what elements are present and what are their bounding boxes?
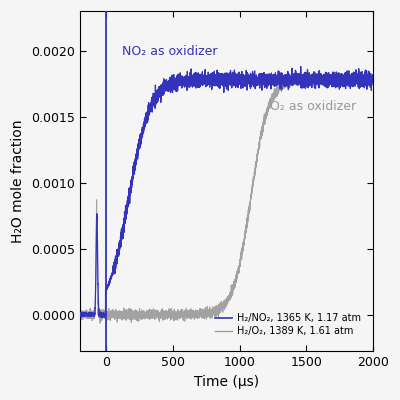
Text: NO₂ as oxidizer: NO₂ as oxidizer <box>122 45 217 58</box>
Text: O₂ as oxidizer: O₂ as oxidizer <box>270 100 356 113</box>
Y-axis label: H₂O mole fraction: H₂O mole fraction <box>11 120 25 243</box>
X-axis label: Time (μs): Time (μs) <box>194 375 259 389</box>
Legend: H₂/NO₂, 1365 K, 1.17 atm, H₂/O₂, 1389 K, 1.61 atm: H₂/NO₂, 1365 K, 1.17 atm, H₂/O₂, 1389 K,… <box>211 309 365 340</box>
